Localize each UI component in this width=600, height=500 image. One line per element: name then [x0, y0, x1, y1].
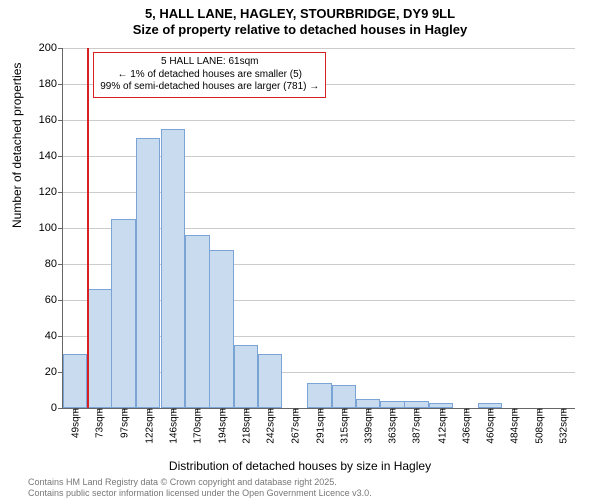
histogram-bar — [356, 399, 380, 408]
xtick-label: 242sqm — [264, 408, 277, 444]
ytick-label: 120 — [39, 186, 63, 198]
xtick-label: 508sqm — [532, 408, 545, 444]
plot-area: 02040608010012014016018020049sqm73sqm97s… — [62, 48, 575, 409]
xtick-label: 291sqm — [313, 408, 326, 444]
histogram-bar — [332, 385, 356, 408]
histogram-bar — [234, 345, 258, 408]
xtick-label: 387sqm — [410, 408, 423, 444]
histogram-bar — [185, 235, 209, 408]
histogram-bar — [258, 354, 282, 408]
ytick-label: 20 — [45, 366, 63, 378]
xtick-label: 484sqm — [508, 408, 521, 444]
histogram-bar — [209, 250, 233, 408]
title-line-1: 5, HALL LANE, HAGLEY, STOURBRIDGE, DY9 9… — [0, 6, 600, 22]
ytick-label: 60 — [45, 294, 63, 306]
ytick-label: 180 — [39, 78, 63, 90]
annotation-box: 5 HALL LANE: 61sqm ← 1% of detached hous… — [93, 52, 326, 98]
ytick-label: 80 — [45, 258, 63, 270]
xtick-label: 73sqm — [93, 408, 106, 438]
xtick-label: 532sqm — [556, 408, 569, 444]
xtick-label: 436sqm — [459, 408, 472, 444]
title-line-2: Size of property relative to detached ho… — [0, 22, 600, 38]
ytick-label: 100 — [39, 222, 63, 234]
histogram-bar — [404, 401, 428, 408]
xtick-label: 460sqm — [484, 408, 497, 444]
ytick-label: 160 — [39, 114, 63, 126]
y-axis-label: Number of detached properties — [10, 63, 24, 228]
xtick-label: 146sqm — [167, 408, 180, 444]
xtick-label: 363sqm — [386, 408, 399, 444]
footer-attribution: Contains HM Land Registry data © Crown c… — [28, 477, 372, 498]
xtick-label: 315sqm — [337, 408, 350, 444]
xtick-label: 170sqm — [191, 408, 204, 444]
annotation-line-2: ← 1% of detached houses are smaller (5) — [100, 69, 319, 82]
annotation-line-3: 99% of semi-detached houses are larger (… — [100, 81, 319, 94]
footer-line-2: Contains public sector information licen… — [28, 488, 372, 498]
xtick-label: 339sqm — [361, 408, 374, 444]
histogram-bar — [161, 129, 185, 408]
annotation-line-1: 5 HALL LANE: 61sqm — [100, 56, 319, 69]
ytick-label: 200 — [39, 42, 63, 54]
histogram-bar — [63, 354, 87, 408]
histogram-bar — [87, 289, 111, 408]
x-axis-label: Distribution of detached houses by size … — [0, 459, 600, 473]
gridline — [63, 48, 575, 49]
ytick-label: 140 — [39, 150, 63, 162]
marker-line — [87, 48, 89, 408]
footer-line-1: Contains HM Land Registry data © Crown c… — [28, 477, 372, 487]
xtick-label: 218sqm — [239, 408, 252, 444]
xtick-label: 194sqm — [215, 408, 228, 444]
xtick-label: 49sqm — [69, 408, 82, 438]
xtick-label: 267sqm — [289, 408, 302, 444]
xtick-label: 122sqm — [142, 408, 155, 444]
histogram-bar — [111, 219, 135, 408]
ytick-label: 40 — [45, 330, 63, 342]
xtick-label: 412sqm — [435, 408, 448, 444]
histogram-bar — [307, 383, 331, 408]
chart-container: 5, HALL LANE, HAGLEY, STOURBRIDGE, DY9 9… — [0, 0, 600, 500]
chart-title: 5, HALL LANE, HAGLEY, STOURBRIDGE, DY9 9… — [0, 0, 600, 39]
ytick-label: 0 — [51, 402, 63, 414]
xtick-label: 97sqm — [117, 408, 130, 438]
gridline — [63, 120, 575, 121]
histogram-bar — [136, 138, 160, 408]
histogram-bar — [380, 401, 404, 408]
